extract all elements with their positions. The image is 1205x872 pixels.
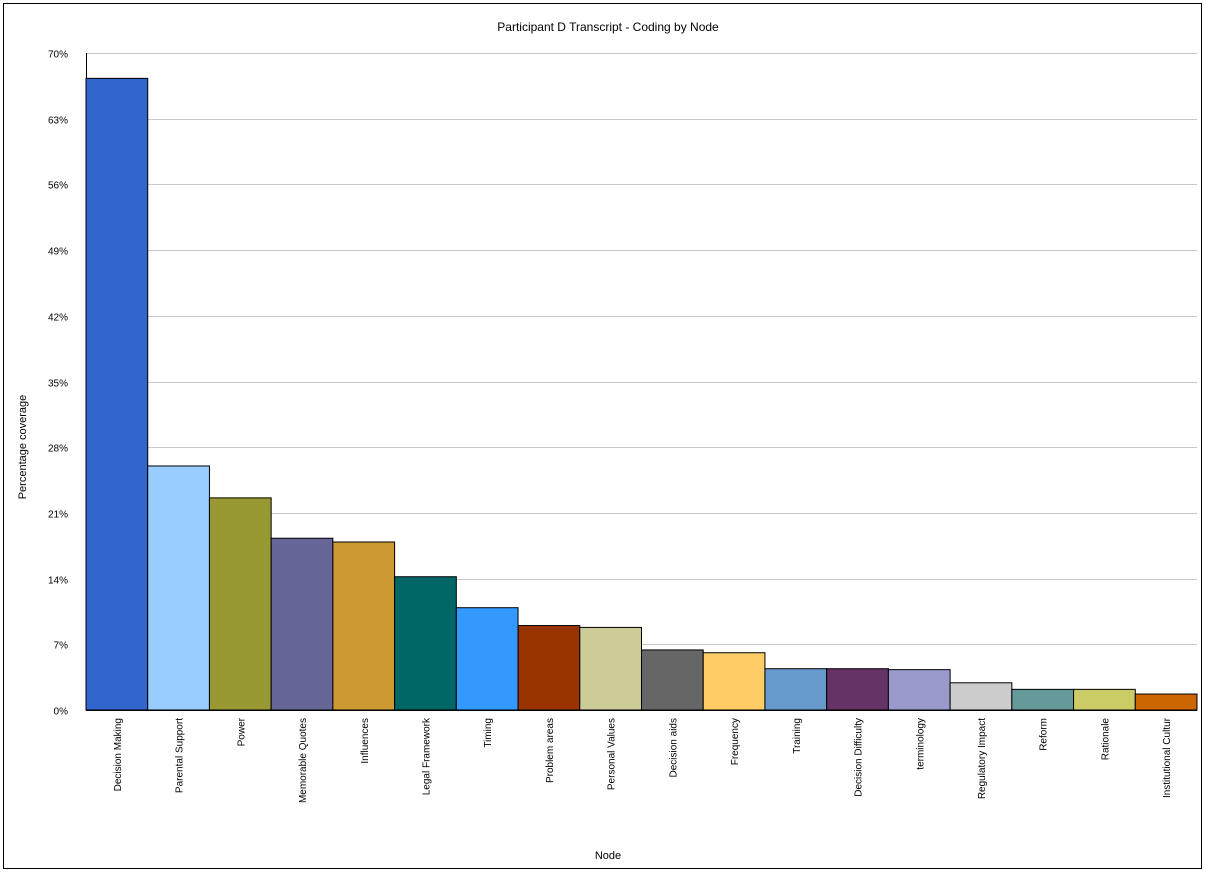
y-tick-label: 70% bbox=[48, 50, 68, 61]
x-axis-label: Node bbox=[595, 850, 621, 862]
x-tick-label: Training bbox=[792, 718, 803, 754]
x-tick-label: Frequency bbox=[730, 718, 741, 765]
bar bbox=[702, 652, 766, 711]
bar bbox=[270, 537, 334, 711]
x-tick-label: Regulatory Impact bbox=[977, 718, 988, 799]
y-tick-label: 35% bbox=[48, 379, 68, 390]
bar bbox=[641, 649, 704, 711]
y-tick-label: 63% bbox=[48, 116, 68, 127]
y-axis-ticks: 0% 7% 14% 21% 28% 35% 42% 49% 56% 63% 70% bbox=[48, 50, 87, 718]
x-tick-label: Institutional Cultur bbox=[1162, 717, 1173, 798]
bar bbox=[455, 607, 519, 711]
y-tick-label: 49% bbox=[48, 247, 68, 258]
x-axis-ticks: Decision Making Parental Support Power Memo… bbox=[86, 710, 1197, 803]
bar bbox=[332, 541, 396, 711]
bar bbox=[147, 465, 210, 711]
y-axis-label: Percentage coverage bbox=[17, 395, 29, 500]
x-tick-label: Decision aids bbox=[668, 718, 679, 777]
bar bbox=[764, 668, 828, 711]
y-tick-label: 21% bbox=[48, 510, 68, 521]
y-tick-label: 42% bbox=[48, 313, 68, 324]
x-tick-label: Decision Difficulty bbox=[854, 718, 865, 797]
x-tick-label: Rationale bbox=[1100, 718, 1111, 761]
bar bbox=[1011, 688, 1075, 711]
y-tick-label: 14% bbox=[48, 576, 68, 587]
x-tick-label: Reform bbox=[1039, 718, 1050, 751]
bar bbox=[394, 576, 457, 711]
x-tick-label: Power bbox=[236, 717, 247, 746]
x-tick-label: Decision Making bbox=[113, 718, 124, 791]
x-tick-label: Personal Values bbox=[607, 718, 618, 790]
x-tick-label: Legal Framework bbox=[421, 717, 432, 795]
bar bbox=[208, 497, 272, 711]
x-tick-label: Influences bbox=[360, 718, 371, 764]
bar bbox=[826, 668, 889, 711]
bar bbox=[579, 626, 643, 711]
bar bbox=[1134, 693, 1198, 711]
x-tick-label: Problem areas bbox=[545, 718, 556, 783]
x-tick-label: terminology bbox=[915, 718, 926, 770]
y-tick-label: 28% bbox=[48, 444, 68, 455]
bars bbox=[85, 77, 1198, 711]
bar bbox=[1073, 688, 1136, 711]
chart-title: Participant D Transcript - Coding by Nod… bbox=[497, 20, 719, 34]
y-tick-label: 0% bbox=[54, 707, 69, 718]
bar-chart: 0% 7% 14% 21% 28% 35% 42% 49% 56% 63% 70% Decision… bbox=[17, 20, 1198, 862]
x-tick-label: Timing bbox=[483, 718, 494, 748]
bar bbox=[85, 77, 149, 711]
y-tick-label: 56% bbox=[48, 181, 68, 192]
bar bbox=[887, 669, 951, 711]
chart-frame: 0% 7% 14% 21% 28% 35% 42% 49% 56% 63% 70% Decision… bbox=[3, 3, 1202, 869]
y-tick-label: 7% bbox=[54, 641, 69, 652]
bar bbox=[949, 682, 1013, 711]
x-tick-label: Parental Support bbox=[175, 718, 186, 793]
x-tick-label: Memorable Quotes bbox=[298, 718, 309, 803]
bar bbox=[517, 625, 581, 711]
